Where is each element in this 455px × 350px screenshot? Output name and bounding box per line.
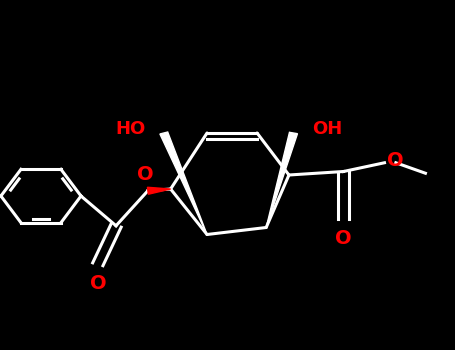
Text: O: O — [335, 229, 352, 247]
Text: O: O — [387, 152, 404, 170]
Text: OH: OH — [312, 120, 342, 139]
Text: HO: HO — [116, 120, 146, 139]
Polygon shape — [147, 187, 171, 194]
Text: O: O — [137, 166, 154, 184]
Text: O: O — [90, 274, 106, 293]
Polygon shape — [160, 132, 207, 234]
Polygon shape — [266, 132, 298, 228]
